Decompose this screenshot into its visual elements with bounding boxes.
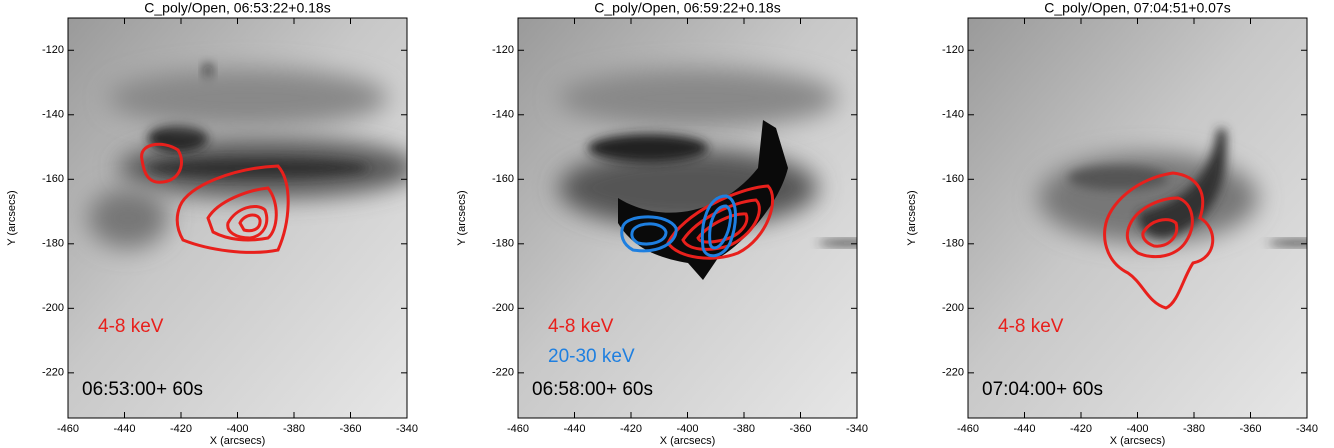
panel: C_poly/Open, 07:04:51+0.07s -460 -440 -420 -… [906,0,1318,447]
y-tick-label: -180 [492,238,514,250]
x-axis-label: X (arcsecs) [1110,435,1166,447]
y-axis-label: Y (arcsecs) [906,190,918,245]
time-label: 06:58:00+ 60s [532,379,653,400]
panel-title: C_poly/Open, 06:59:22+0.18s [594,0,780,16]
x-tick-label: -360 [1239,423,1261,435]
y-tick-label: -160 [942,173,964,185]
time-label: 06:53:00+ 60s [82,379,203,400]
y-tick-label: -160 [492,173,514,185]
x-tick-label: -340 [846,423,868,435]
x-tick-label: -360 [339,423,361,435]
y-tick-label: -120 [492,44,514,56]
y-tick-label: -120 [42,44,64,56]
y-tick-label: -120 [942,44,964,56]
x-tick-label: -440 [563,423,585,435]
y-tick-label: -180 [42,238,64,250]
x-tick-label: -340 [396,423,418,435]
x-tick-label: -400 [226,423,248,435]
energy-label: 4-8 keV [548,316,614,337]
y-tick-label: -140 [42,109,64,121]
y-tick-label: -220 [492,367,514,379]
contours [1103,171,1215,310]
y-tick-label: -200 [42,302,64,314]
x-tick-label: -440 [113,423,135,435]
x-tick-label: -420 [1070,423,1092,435]
x-axis-label: X (arcsecs) [210,435,266,447]
contours [140,142,290,254]
x-tick-label: -460 [507,423,529,435]
contours [620,194,737,258]
panel: C_poly/Open, 06:59:22+0.18s -460 -440 -420 -… [456,0,868,447]
panel-title: C_poly/Open, 07:04:51+0.07s [1044,0,1230,16]
y-tick-label: -140 [492,109,514,121]
y-tick-label: -220 [942,367,964,379]
x-tick-label: -340 [1296,423,1318,435]
panel: C_poly/Open, 06:53:22+0.18s -460 -440 -420 -… [6,0,418,447]
x-tick-label: -420 [620,423,642,435]
x-tick-label: -380 [1183,423,1205,435]
x-tick-label: -360 [789,423,811,435]
x-tick-label: -380 [733,423,755,435]
x-tick-label: -400 [1126,423,1148,435]
image [68,18,407,418]
y-axis-label: Y (arcsecs) [456,190,468,245]
energy-label: 20-30 keV [548,346,635,367]
y-tick-label: -160 [42,173,64,185]
energy-label: 4-8 keV [98,316,164,337]
x-axis-label: X (arcsecs) [660,435,716,447]
image [968,18,1307,418]
y-tick-label: -140 [942,109,964,121]
image [518,18,857,418]
y-tick-label: -200 [942,302,964,314]
y-axis-label: Y (arcsecs) [6,190,18,245]
x-tick-label: -380 [283,423,305,435]
x-tick-label: -440 [1013,423,1035,435]
y-tick-label: -200 [492,302,514,314]
panel-title: C_poly/Open, 06:53:22+0.18s [144,0,330,16]
energy-label: 4-8 keV [998,316,1064,337]
x-tick-label: -420 [170,423,192,435]
x-tick-label: -400 [676,423,698,435]
y-tick-label: -220 [42,367,64,379]
y-tick-label: -180 [942,238,964,250]
x-tick-label: -460 [957,423,979,435]
time-label: 07:04:00+ 60s [982,379,1103,400]
x-tick-label: -460 [57,423,79,435]
